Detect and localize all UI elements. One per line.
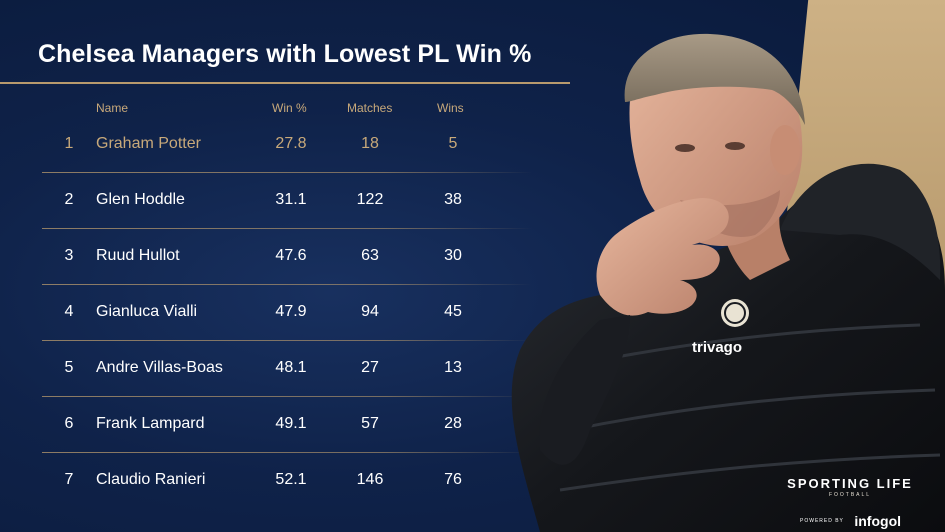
chelsea-crest-icon: [721, 299, 749, 327]
rank-cell: 5: [64, 359, 74, 376]
wins-cell: 76: [444, 471, 462, 488]
page-title: Chelsea Managers with Lowest PL Win %: [38, 40, 532, 68]
column-header-wins: Wins: [437, 101, 464, 115]
row-divider: [42, 284, 532, 285]
rank-cell: 7: [64, 471, 74, 488]
rank-cell: 2: [64, 191, 74, 208]
wins-cell: 5: [448, 135, 458, 152]
name-cell: Glen Hoddle: [96, 191, 185, 208]
name-cell: Andre Villas-Boas: [96, 359, 223, 376]
brand-name: SPORTING LIFE: [787, 476, 913, 491]
row-divider: [42, 228, 532, 229]
name-cell: Graham Potter: [96, 135, 201, 152]
wins-cell: 38: [444, 191, 462, 208]
rank-cell: 6: [64, 415, 74, 432]
rank-cell: 4: [64, 303, 74, 320]
column-header-win-pct: Win %: [272, 101, 307, 115]
brand-subtitle: FOOTBALL: [828, 492, 872, 498]
rank-cell: 1: [64, 135, 74, 152]
column-header-name: Name: [96, 101, 129, 115]
table-row: 7 Claudio Ranieri 52.1 146 76: [0, 452, 540, 508]
name-cell: Claudio Ranieri: [96, 471, 206, 488]
table-row: 1 Graham Potter 27.8 18 5: [0, 116, 540, 172]
table-row: 5 Andre Villas-Boas 48.1 27 13: [0, 340, 540, 396]
wins-cell: 13: [444, 359, 462, 376]
wins-cell: 28: [444, 415, 462, 432]
matches-cell: 57: [361, 415, 379, 432]
win-pct-cell: 48.1: [275, 359, 307, 376]
powered-by: POWERED BY infogol: [800, 512, 901, 530]
brand-logo: SPORTING LIFE FOOTBALL: [770, 476, 930, 498]
row-divider: [42, 396, 532, 397]
table-row: 2 Glen Hoddle 31.1 122 38: [0, 172, 540, 228]
matches-cell: 18: [361, 135, 379, 152]
manager-photo: trivago: [511, 33, 945, 532]
win-pct-cell: 49.1: [275, 415, 307, 432]
matches-cell: 146: [356, 471, 384, 488]
title-underline: [0, 82, 570, 84]
wins-cell: 45: [444, 303, 462, 320]
table-row: 4 Gianluca Vialli 47.9 94 45: [0, 284, 540, 340]
matches-cell: 94: [361, 303, 379, 320]
rank-cell: 3: [64, 247, 74, 264]
row-divider: [42, 172, 532, 173]
name-cell: Ruud Hullot: [96, 247, 180, 264]
powered-by-label: POWERED BY: [800, 517, 844, 524]
win-pct-cell: 52.1: [275, 471, 307, 488]
table-header: Name Win % Matches Wins: [0, 101, 520, 117]
name-cell: Frank Lampard: [96, 415, 205, 432]
win-pct-cell: 47.6: [275, 247, 307, 264]
win-pct-cell: 31.1: [275, 191, 307, 208]
win-pct-cell: 27.8: [275, 135, 307, 152]
table-row: 6 Frank Lampard 49.1 57 28: [0, 396, 540, 452]
row-divider: [42, 452, 532, 453]
table-row: 3 Ruud Hullot 47.6 63 30: [0, 228, 540, 284]
wins-cell: 30: [444, 247, 462, 264]
matches-cell: 122: [356, 191, 384, 208]
column-header-matches: Matches: [347, 101, 393, 115]
row-divider: [42, 340, 532, 341]
partner-logo: infogol: [854, 512, 902, 529]
matches-cell: 27: [361, 359, 379, 376]
name-cell: Gianluca Vialli: [96, 303, 198, 320]
win-pct-cell: 47.9: [275, 303, 307, 320]
jacket-sponsor-text: trivago: [692, 339, 742, 356]
matches-cell: 63: [361, 247, 379, 264]
